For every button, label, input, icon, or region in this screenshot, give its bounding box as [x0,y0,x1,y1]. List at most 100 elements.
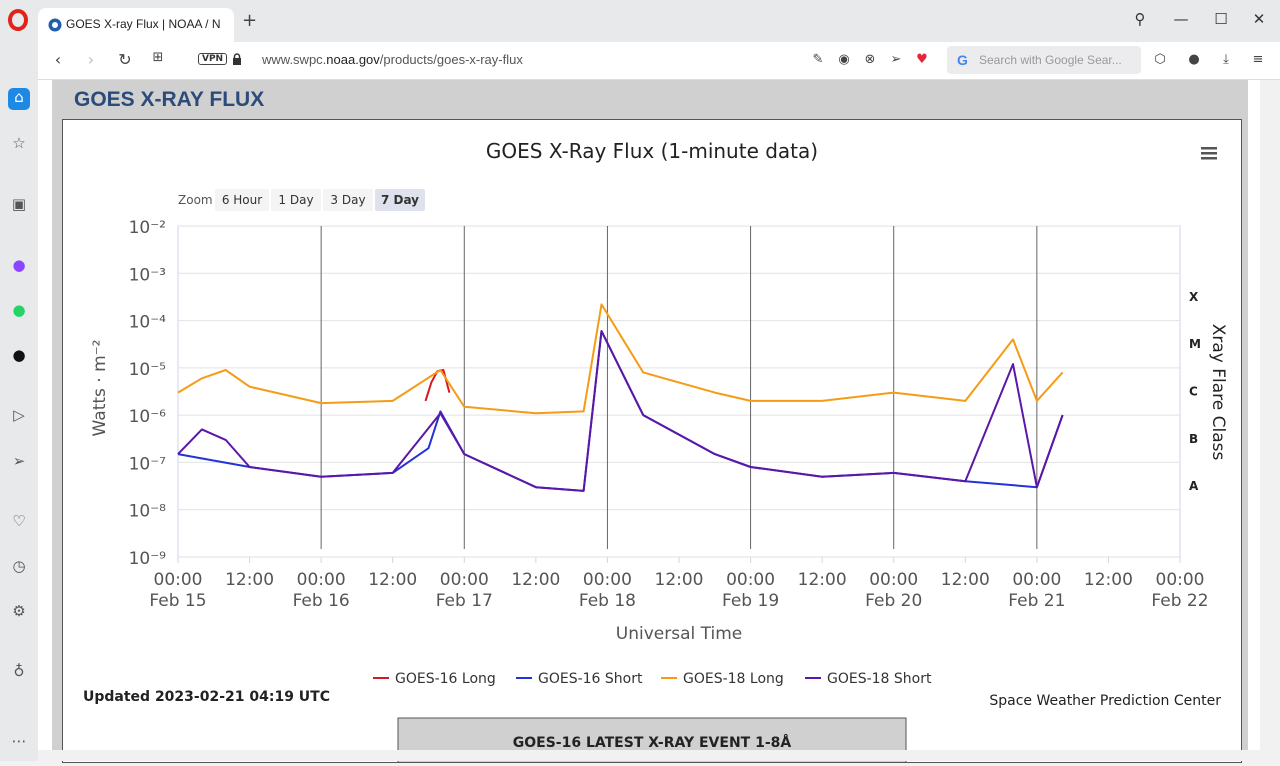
send-icon[interactable]: ➢ [12,452,26,470]
x-axis-label: Universal Time [616,624,742,644]
x-tick-time: 12:00 [368,570,417,590]
y-tick-label: 10⁻⁵ [129,360,166,380]
legend-item[interactable]: GOES-16 Short [516,671,643,687]
new-tab-button[interactable]: + [242,10,258,31]
forward-icon[interactable]: › [87,50,95,69]
url-field[interactable]: www.swpc.noaa.gov/products/goes-x-ray-fl… [262,52,523,67]
camera-icon[interactable]: ◉ [838,52,850,67]
credit-text: Space Weather Prediction Center [989,693,1221,709]
chart-title: GOES X-Ray Flux (1-minute data) [486,139,818,163]
x-tick-date: Feb 22 [1151,591,1208,611]
chart-menu-icon[interactable] [1201,147,1217,160]
zoom-button-label: 7 Day [381,193,419,207]
zoom-button-1-day[interactable]: 1 Day [271,189,321,211]
legend-label: GOES-16 Long [395,671,496,687]
opera-logo-icon[interactable] [8,9,28,31]
cube-icon[interactable]: ⬡ [1154,52,1166,67]
y-tick-label: 10⁻⁹ [129,549,167,569]
x-tick-time: 12:00 [225,570,274,590]
horizontal-scrollbar[interactable] [38,750,1260,761]
url-domain: noaa.gov [326,52,380,67]
legend-item[interactable]: GOES-16 Long [373,671,496,687]
home-icon[interactable]: ⌂ [8,88,30,110]
url-prefix: www.swpc. [262,52,327,67]
heart-icon[interactable]: ♡ [12,512,26,530]
tabs-grid-icon[interactable]: ⊞ [152,50,164,65]
x-tick-date: Feb 16 [293,591,350,611]
vpn-badge[interactable]: VPN [198,53,228,65]
legend-item[interactable]: GOES-18 Long [661,671,784,687]
history-icon[interactable]: ◷ [12,557,26,575]
y-tick-label: 10⁻² [129,218,166,238]
plot-area [177,225,1181,558]
lock-icon[interactable] [232,53,242,66]
address-bar: ‹ › ↻ ⊞ VPN www.swpc.noaa.gov/products/g… [38,42,1280,80]
y-tick-label: 10⁻⁸ [129,502,167,522]
tab-strip: GOES X-ray Flux | NOAA / N + ⚲ — ☐ ✕ [0,0,1280,42]
vertical-scrollbar[interactable] [1260,80,1280,761]
x-tick-time: 12:00 [798,570,847,590]
y2-axis-label: Xray Flare Class [1208,324,1228,461]
updated-timestamp: Updated 2023-02-21 04:19 UTC [83,689,330,705]
maximize-icon[interactable]: ☐ [1214,10,1228,28]
player-icon[interactable]: ▷ [13,406,25,424]
x-tick-date: Feb 19 [722,591,779,611]
search-box[interactable]: G Search with Google Sear... [947,46,1141,74]
block-icon[interactable]: ⊗ [864,52,876,67]
legend-item[interactable]: GOES-18 Short [805,671,932,687]
back-icon[interactable]: ‹ [54,50,62,69]
page-title: GOES X-RAY FLUX [74,88,265,111]
search-tabs-icon[interactable]: ⚲ [1134,10,1146,28]
shopping-bag-icon[interactable]: ▣ [11,195,27,213]
flare-class-x: X [1189,290,1199,304]
messenger-icon[interactable]: ● [12,256,26,274]
y-tick-label: 10⁻⁷ [129,454,167,474]
close-icon[interactable]: ✕ [1252,10,1266,28]
send-page-icon[interactable]: ➢ [890,52,902,67]
flare-class-c: C [1189,385,1198,399]
search-placeholder: Search with Google Sear... [979,53,1122,67]
noaa-favicon-icon [48,18,62,32]
zoom-button-7-day[interactable]: 7 Day [375,189,425,211]
download-icon[interactable]: ⤓ [1223,52,1229,67]
settings-icon[interactable]: ⚙ [12,602,26,620]
url-path: /products/goes-x-ray-flux [379,52,523,67]
y-tick-label: 10⁻³ [129,265,166,285]
browser-tab[interactable]: GOES X-ray Flux | NOAA / N [38,8,234,42]
x-tick-time: 00:00 [297,570,346,590]
x-tick-time: 12:00 [1084,570,1133,590]
flare-class-a: A [1189,479,1199,493]
speed-dial-icon[interactable]: ☆ [12,134,26,152]
profile-icon[interactable]: ● [1188,52,1200,67]
x-tick-time: 00:00 [1012,570,1061,590]
y-axis-label: Watts · m⁻² [90,340,110,437]
x-tick-time: 00:00 [440,570,489,590]
x-tick-time: 00:00 [1156,570,1205,590]
heart-bookmark-icon[interactable]: ♥ [916,52,928,67]
edit-icon[interactable]: ✎ [812,52,824,67]
x-tick-time: 12:00 [941,570,990,590]
zoom-button-label: 3 Day [330,193,365,207]
tips-icon[interactable]: ♁ [13,662,25,680]
x-tick-time: 12:00 [511,570,560,590]
x-tick-time: 00:00 [726,570,775,590]
tiktok-icon[interactable]: ● [12,346,26,364]
zoom-button-3-day[interactable]: 3 Day [323,189,373,211]
legend-label: GOES-16 Short [538,671,643,687]
x-tick-date: Feb 17 [436,591,493,611]
menu-icon[interactable]: ≡ [1252,52,1264,67]
minimize-icon[interactable]: — [1173,10,1189,28]
y-tick-label: 10⁻⁴ [129,313,167,333]
xray-flux-chart: GOES X-Ray Flux (1-minute data) Zoom 6 H… [83,139,1228,766]
series-goes-18-long [177,303,1064,415]
google-icon: G [957,52,968,68]
zoom-button-6-hour[interactable]: 6 Hour [215,189,269,211]
whatsapp-icon[interactable]: ● [12,301,26,319]
x-tick-date: Feb 18 [579,591,636,611]
latest-event-title: GOES-16 LATEST X-RAY EVENT 1-8Å [513,734,792,751]
x-tick-date: Feb 21 [1008,591,1065,611]
x-tick-time: 00:00 [869,570,918,590]
zoom-label: Zoom [178,193,213,207]
reload-icon[interactable]: ↻ [118,50,132,69]
more-icon[interactable]: ⋯ [11,732,27,750]
